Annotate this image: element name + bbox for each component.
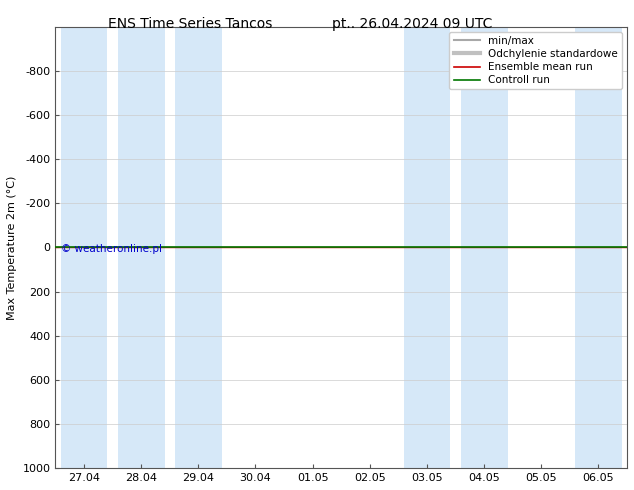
Bar xyxy=(461,26,508,468)
Text: pt.. 26.04.2024 09 UTC: pt.. 26.04.2024 09 UTC xyxy=(332,17,492,31)
Bar xyxy=(403,26,450,468)
Text: ENS Time Series Tancos: ENS Time Series Tancos xyxy=(108,17,273,31)
Y-axis label: Max Temperature 2m (°C): Max Temperature 2m (°C) xyxy=(7,175,17,319)
Bar xyxy=(118,26,165,468)
Bar xyxy=(60,26,107,468)
Text: © weatheronline.pl: © weatheronline.pl xyxy=(61,244,162,254)
Legend: min/max, Odchylenie standardowe, Ensemble mean run, Controll run: min/max, Odchylenie standardowe, Ensembl… xyxy=(450,32,622,90)
Bar xyxy=(575,26,622,468)
Bar xyxy=(175,26,222,468)
